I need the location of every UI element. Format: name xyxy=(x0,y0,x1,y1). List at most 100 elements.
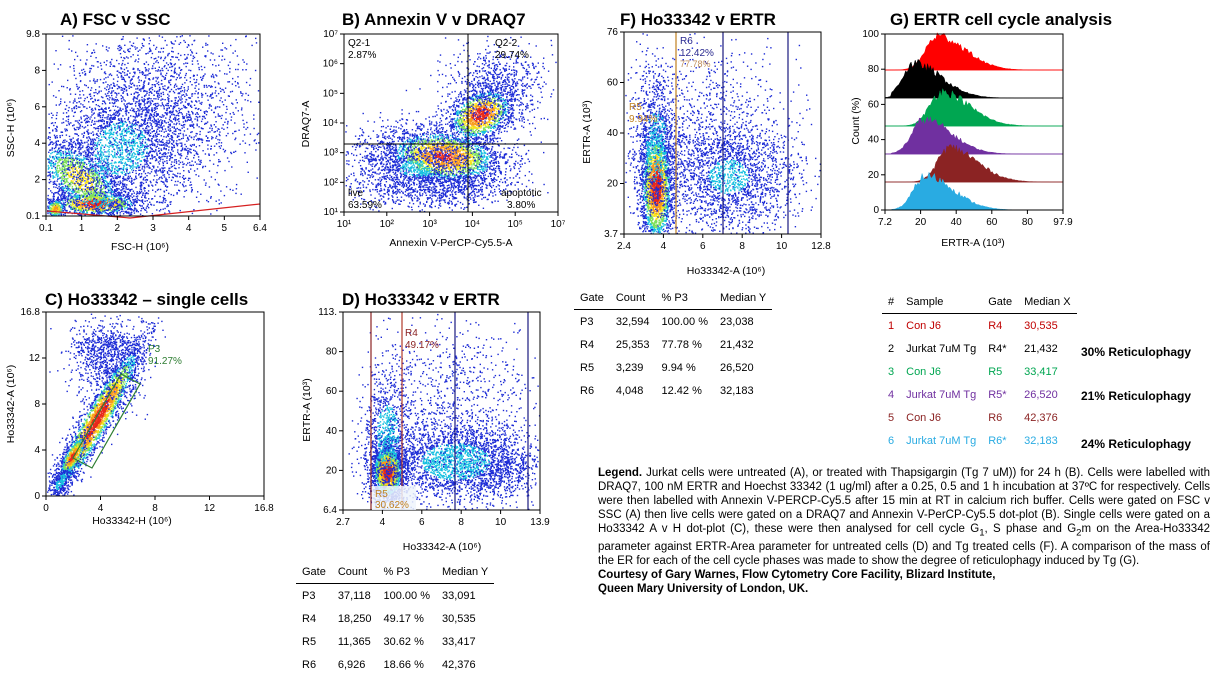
panel-a-dot xyxy=(119,146,121,149)
panel-a-dot xyxy=(74,129,76,131)
panel-a-dot xyxy=(198,145,201,147)
panel-a-dot xyxy=(55,130,57,132)
panel-a-dot xyxy=(160,116,162,118)
panel-a-dot xyxy=(67,184,70,186)
panel-a-dot xyxy=(152,165,154,167)
panel-a-dot xyxy=(111,199,113,202)
panel-a-dot xyxy=(184,143,186,146)
panel-a-dot xyxy=(102,204,105,206)
panel-a-dot xyxy=(200,193,202,195)
panel-a-dot xyxy=(120,202,123,204)
panel-a-dot xyxy=(121,145,123,147)
panel-a-dot xyxy=(48,83,50,86)
panel-a-dot xyxy=(75,107,78,110)
panel-a-dot xyxy=(71,145,73,147)
panel-a-dot xyxy=(121,146,123,148)
panel-a-dot xyxy=(158,120,160,122)
panel-a-dot xyxy=(161,75,164,77)
panel-a-dot xyxy=(131,196,134,199)
panel-a-dot xyxy=(95,189,97,191)
panel-a-dot xyxy=(128,112,130,114)
panel-a-dot xyxy=(126,111,128,113)
panel-a-dot xyxy=(124,120,126,123)
panel-a-dot xyxy=(86,121,88,123)
panel-a-dot xyxy=(118,167,121,170)
panel-a-dot xyxy=(144,190,146,192)
panel-a-dot xyxy=(125,114,128,116)
panel-a-dot xyxy=(117,198,119,200)
panel-a-dot xyxy=(106,176,109,179)
panel-a-dot xyxy=(109,208,111,210)
panel-a-dot xyxy=(240,193,242,195)
panel-a-dot xyxy=(53,63,55,65)
panel-a-dot xyxy=(62,151,64,153)
panel-a-dot xyxy=(153,136,155,138)
panel-a-dot xyxy=(121,64,123,66)
panel-a-dot xyxy=(125,158,127,160)
panel-a-dot xyxy=(122,186,125,188)
panel-a-dot xyxy=(107,208,110,211)
panel-a-dot xyxy=(117,152,119,154)
panel-a-dot xyxy=(157,114,159,116)
panel-a-dot xyxy=(104,177,107,179)
panel-a-dot xyxy=(152,179,155,181)
panel-a-dot xyxy=(116,177,118,180)
panel-a-dot xyxy=(91,52,93,54)
panel-a-dot xyxy=(52,114,54,116)
panel-a-dot xyxy=(83,184,85,186)
panel-a-dot xyxy=(188,102,190,105)
panel-a-dot xyxy=(171,165,174,168)
panel-a-dot xyxy=(162,200,164,202)
panel-a-dot xyxy=(108,146,110,148)
panel-a-dot xyxy=(193,143,195,146)
panel-a-dot xyxy=(127,160,129,162)
panel-a-dot xyxy=(63,196,66,198)
panel-a-dot xyxy=(104,167,106,169)
panel-a-dot xyxy=(108,74,111,76)
panel-a-dot xyxy=(153,103,155,106)
panel-a-dot xyxy=(173,164,176,167)
panel-a-dot xyxy=(147,190,150,192)
panel-a-dot xyxy=(53,194,55,196)
panel-a-dot xyxy=(125,210,127,213)
panel-a-dot xyxy=(54,122,56,124)
panel-a-dot xyxy=(176,119,179,121)
panel-a-dot xyxy=(125,186,127,188)
panel-a-dot xyxy=(94,123,96,125)
panel-a-dot xyxy=(113,143,115,145)
panel-a-dot xyxy=(173,102,175,104)
panel-a-dot xyxy=(95,185,98,187)
panel-a-dot xyxy=(105,204,107,206)
panel-a-dot xyxy=(196,139,198,141)
panel-a-dot xyxy=(131,155,133,157)
panel-a-dot xyxy=(106,174,108,176)
panel-a-dot xyxy=(108,132,110,134)
panel-a-dot xyxy=(150,102,152,105)
panel-a-dot xyxy=(102,119,104,121)
panel-a-dot xyxy=(64,147,66,149)
panel-a-dot xyxy=(64,165,66,168)
panel-a-dot xyxy=(56,126,58,128)
panel-a-dot xyxy=(148,50,151,53)
panel-a-dot xyxy=(54,162,57,165)
panel-a-dot xyxy=(178,96,180,98)
panel-a-dot xyxy=(72,198,74,200)
panel-a-dot xyxy=(99,189,101,191)
panel-a-dot xyxy=(89,154,91,157)
panel-a-dot xyxy=(138,193,140,195)
panel-a-dot xyxy=(160,124,162,126)
panel-a-dot xyxy=(158,90,160,92)
panel-a-dot xyxy=(138,81,140,83)
panel-a-dot xyxy=(95,179,97,181)
panel-a-dot xyxy=(115,190,117,192)
panel-a-dot xyxy=(208,107,210,109)
panel-a-dot xyxy=(166,144,168,147)
panel-a-dot xyxy=(115,199,118,201)
panel-a-dot xyxy=(183,116,186,118)
panel-a-dot xyxy=(164,152,166,154)
panel-a-dot xyxy=(100,190,103,192)
panel-a-dot xyxy=(68,106,70,109)
panel-a-dot xyxy=(104,155,106,158)
panel-a-dot xyxy=(159,152,161,154)
